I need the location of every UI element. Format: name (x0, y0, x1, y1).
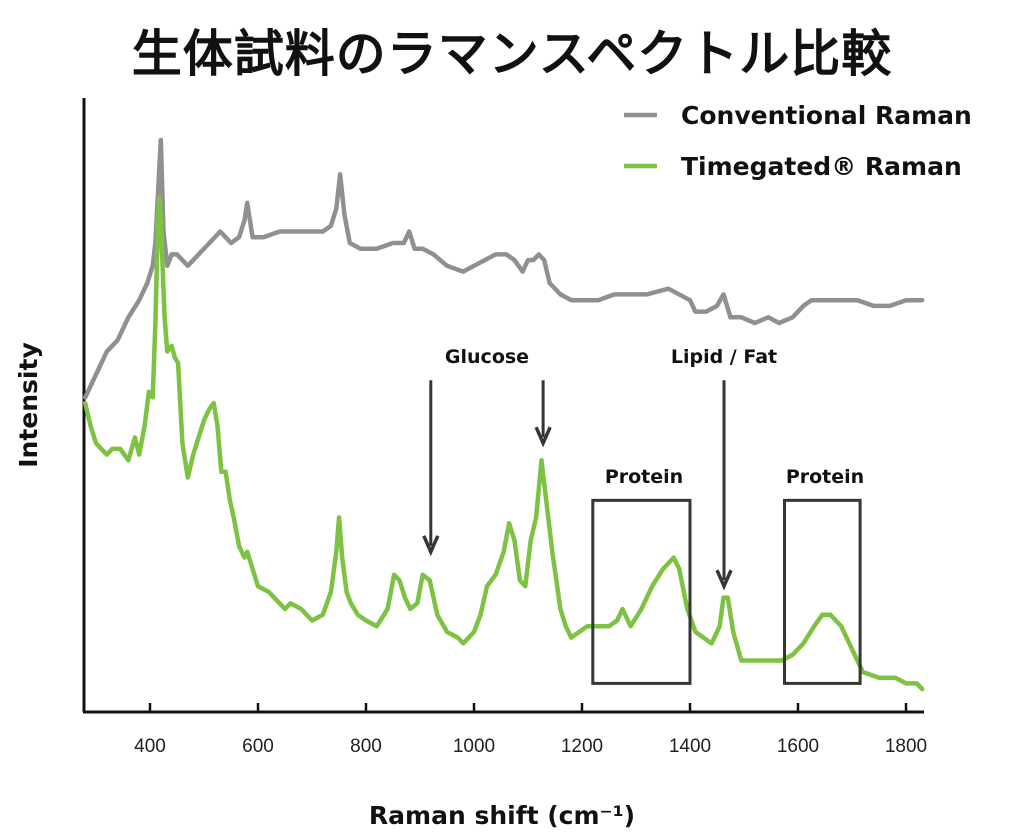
x-tick-label: 800 (350, 736, 382, 757)
x-tick-label: 1800 (885, 736, 927, 757)
x-tick-label: 600 (242, 736, 274, 757)
x-tick-label: 1200 (561, 736, 603, 757)
protein-label-1: Protein (605, 466, 683, 488)
annotations: Glucose Lipid / Fat Protein Protein (422, 346, 864, 685)
x-tick-label: 1400 (669, 736, 711, 757)
x-ticks: 400 600 800 1000 1200 1400 1600 1800 (134, 703, 927, 757)
protein-label-2: Protein (786, 466, 864, 488)
axes: 400 600 800 1000 1200 1400 1600 1800 (82, 98, 927, 757)
protein-region-box (783, 498, 862, 685)
arrow-down-icon (715, 569, 733, 591)
x-tick-label: 1600 (777, 736, 819, 757)
x-axis-title: Raman shift (cm⁻¹) (369, 801, 635, 830)
legend-label-conventional: Conventional Raman (681, 101, 972, 130)
x-tick-label: 1000 (453, 736, 495, 757)
legend: Conventional Raman Timegated® Raman (624, 101, 972, 181)
protein-region-box (591, 498, 692, 685)
glucose-label: Glucose (445, 346, 529, 368)
timegated-raman-line (82, 194, 925, 692)
legend-label-timegated: Timegated® Raman (681, 152, 962, 181)
arrow-down-icon (534, 426, 552, 448)
arrow-down-icon (422, 535, 440, 557)
y-axis-title: Intensity (14, 342, 43, 468)
conventional-raman-line (82, 137, 925, 400)
lipid-fat-label: Lipid / Fat (671, 346, 777, 368)
x-tick-label: 400 (134, 736, 166, 757)
chart-title: 生体試料のラマンスペクトル比較 (131, 25, 893, 83)
